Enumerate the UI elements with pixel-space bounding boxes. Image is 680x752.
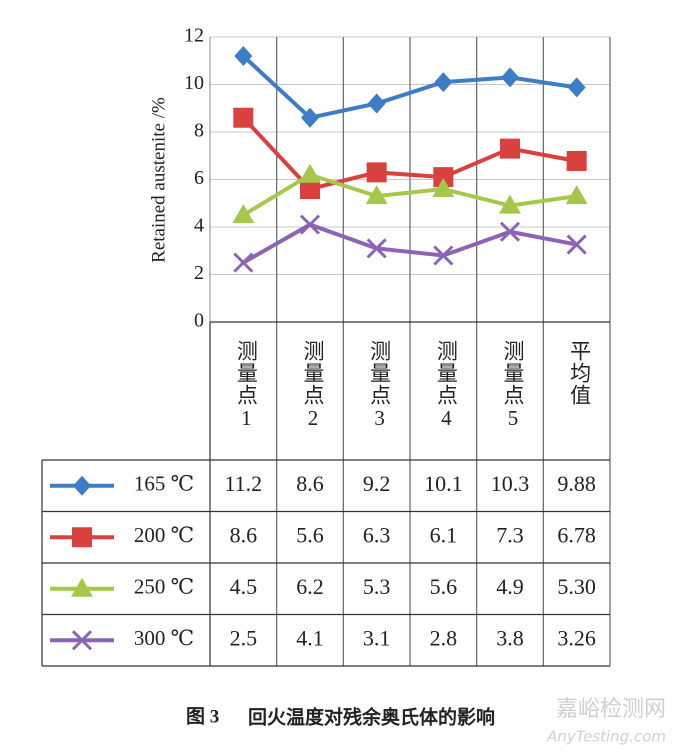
- legend-marker: [72, 527, 92, 548]
- table-cell: 9.2: [363, 471, 391, 496]
- point: [501, 67, 519, 88]
- point: [299, 163, 321, 183]
- point: [366, 238, 387, 259]
- table-cell: 10.3: [491, 471, 530, 496]
- point: [300, 179, 320, 199]
- point: [233, 252, 254, 273]
- point: [499, 221, 521, 242]
- table-cell: 7.3: [496, 522, 524, 547]
- series-line: [241, 54, 577, 120]
- point: [432, 178, 455, 197]
- x-tick-label: 测量点1: [234, 340, 259, 431]
- point: [566, 234, 587, 255]
- point: [301, 107, 319, 128]
- legend-marker: [71, 630, 93, 651]
- legend-label: 300 ℃: [134, 626, 194, 650]
- table-cell: 6.78: [557, 522, 596, 547]
- table-cell: 10.1: [424, 471, 463, 496]
- point: [567, 77, 586, 98]
- point: [434, 72, 453, 93]
- table-cell: 5.30: [557, 574, 596, 599]
- series-line: [242, 222, 578, 265]
- table-cell: 11.2: [224, 471, 262, 496]
- point: [233, 107, 254, 128]
- point: [433, 167, 454, 188]
- table-cell: 6.3: [363, 522, 391, 547]
- y-tick-label: 10: [184, 72, 204, 94]
- y-tick-label: 6: [194, 167, 204, 189]
- table-cell: 9.88: [557, 471, 596, 496]
- table-cell: 8.6: [296, 471, 324, 496]
- table-cell: 5.6: [430, 574, 458, 599]
- point: [299, 214, 321, 235]
- table-cell: 4.5: [230, 574, 258, 599]
- point: [367, 93, 386, 114]
- watermark-en: AnyTesting.com: [546, 728, 666, 746]
- table-cell: 5.6: [296, 522, 324, 547]
- point: [565, 185, 588, 205]
- x-tick-label: 测量点3: [367, 340, 392, 431]
- point: [500, 138, 520, 159]
- table-cell: 2.5: [230, 625, 258, 650]
- table-cell: 6.2: [296, 574, 324, 599]
- point: [366, 162, 387, 183]
- point: [234, 46, 253, 66]
- x-tick-label: 平均值: [567, 340, 592, 406]
- caption-text: 回火温度对残余奥氏体的影响: [248, 706, 495, 729]
- caption-figure: 图 3: [186, 705, 219, 727]
- table-cell: 3.26: [557, 625, 596, 650]
- table-cell: 3.8: [496, 625, 524, 650]
- y-tick-label: 0: [194, 310, 204, 332]
- y-tick-label: 4: [194, 215, 204, 237]
- series-line: [242, 172, 577, 217]
- table-cell: 5.3: [363, 574, 391, 599]
- y-axis-label: Retained austenite /%: [148, 97, 169, 263]
- x-tick-label: 测量点4: [434, 340, 459, 431]
- x-tick-label: 测量点5: [501, 340, 525, 431]
- table-cell: 4.9: [496, 574, 524, 599]
- table-cell: 2.8: [430, 625, 458, 650]
- point: [232, 204, 255, 224]
- point: [499, 194, 521, 214]
- table-cell: 4.1: [296, 625, 324, 650]
- legend-label: 165 ℃: [134, 472, 194, 496]
- x-tick-label: 测量点2: [301, 340, 325, 431]
- series-line: [241, 116, 578, 192]
- watermark-cn: 嘉峪检测网: [556, 697, 666, 722]
- table-cell: 8.6: [230, 522, 258, 547]
- y-tick-label: 2: [194, 262, 204, 284]
- legend-label: 250 ℃: [134, 575, 194, 599]
- legend-label: 200 ℃: [134, 523, 194, 547]
- legend-marker: [73, 475, 91, 496]
- legend-marker: [71, 577, 93, 597]
- point: [365, 185, 388, 205]
- y-tick-label: 8: [194, 120, 204, 142]
- y-tick-label: 12: [184, 25, 204, 47]
- point: [433, 245, 454, 266]
- table-cell: 3.1: [363, 625, 391, 650]
- table-cell: 6.1: [430, 522, 458, 547]
- point: [566, 150, 587, 171]
